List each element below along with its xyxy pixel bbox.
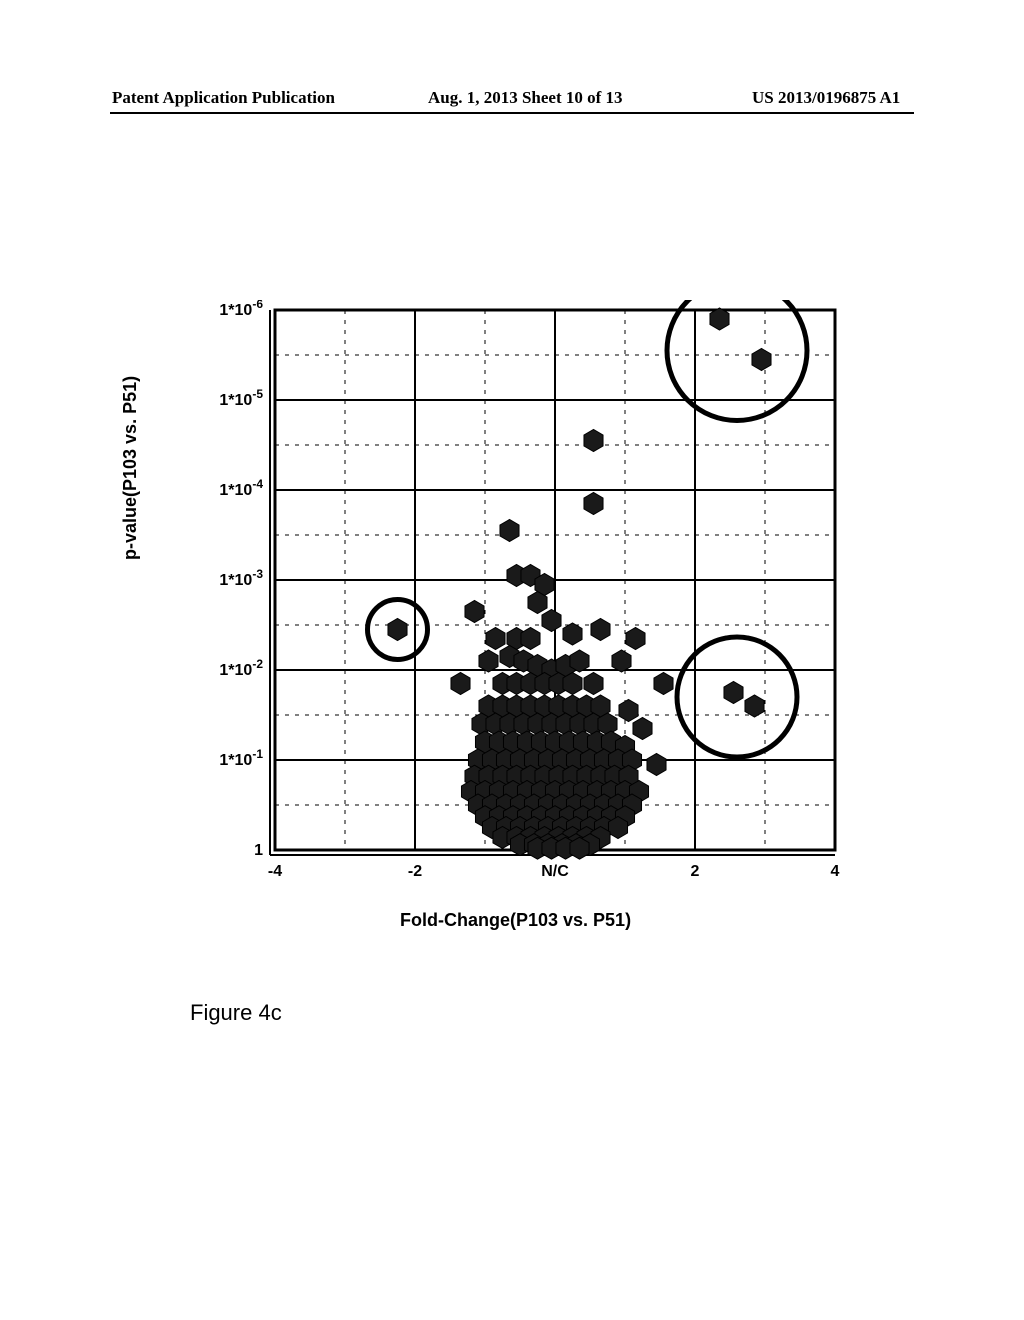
volcano-plot: -4 -2 N/C 2 4 1 1*10-1 1*10-2 1*10-3 1*10-4 1*10-5… xyxy=(180,300,880,940)
svg-text:1*10-5: 1*10-5 xyxy=(219,387,263,409)
figure-caption: Figure 4c xyxy=(190,1000,282,1026)
chart-svg: -4 -2 N/C 2 4 1 1*10-1 1*10-2 1*10-3 1*10-4 1*10-5… xyxy=(180,300,880,900)
header-rule xyxy=(110,112,914,114)
svg-text:1*10-4: 1*10-4 xyxy=(219,477,263,499)
page: Patent Application Publication Aug. 1, 2… xyxy=(0,0,1024,1320)
header-middle: Aug. 1, 2013 Sheet 10 of 13 xyxy=(428,88,623,108)
header-left: Patent Application Publication xyxy=(112,88,335,108)
svg-text:-4: -4 xyxy=(268,863,282,880)
svg-text:-2: -2 xyxy=(408,863,422,880)
svg-text:1*10-3: 1*10-3 xyxy=(219,567,263,589)
y-axis-label: p-value(P103 vs. P51) xyxy=(120,376,141,560)
svg-text:4: 4 xyxy=(831,863,840,880)
header-right: US 2013/0196875 A1 xyxy=(752,88,900,108)
svg-text:1*10-2: 1*10-2 xyxy=(219,657,263,679)
svg-text:N/C: N/C xyxy=(541,863,569,880)
svg-text:1*10-1: 1*10-1 xyxy=(219,747,263,769)
svg-text:2: 2 xyxy=(691,863,700,880)
svg-text:1*10-6: 1*10-6 xyxy=(219,300,263,319)
svg-text:1: 1 xyxy=(254,842,263,859)
